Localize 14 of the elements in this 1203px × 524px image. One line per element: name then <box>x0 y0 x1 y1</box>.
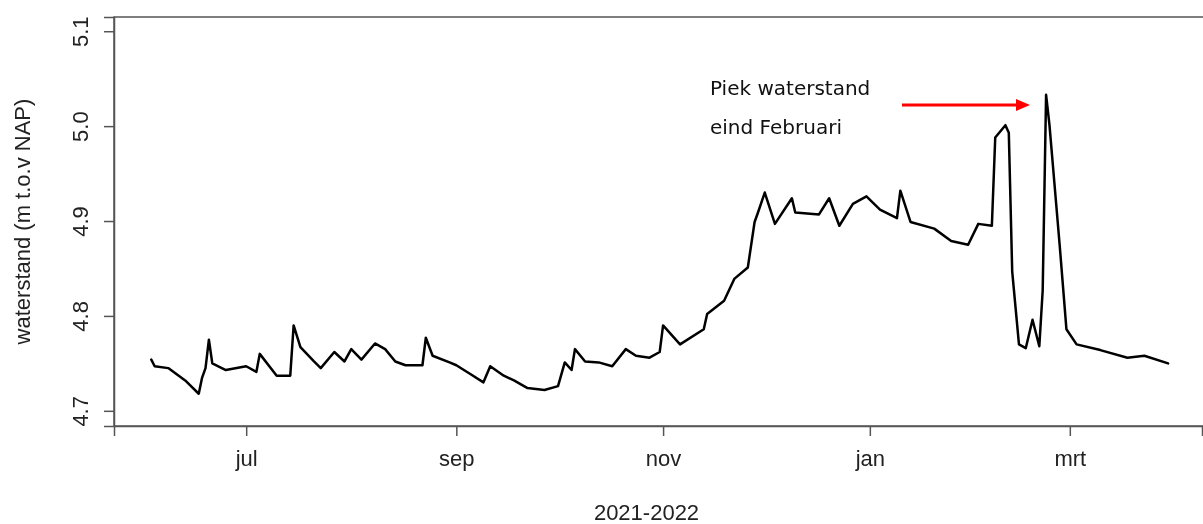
x-axis-title: 2021-2022 <box>593 500 700 524</box>
x-tick-label: jan <box>854 445 886 471</box>
y-axis-title: waterstand (m t.o.v NAP) <box>10 98 35 346</box>
y-tick-label: 4.8 <box>67 301 93 332</box>
annotation: Piek waterstand eind Februari <box>710 76 871 139</box>
x-tick-label: mrt <box>1054 445 1087 471</box>
x-tick-label: nov <box>645 445 682 471</box>
y-tick-label: 4.9 <box>67 206 93 237</box>
line-series <box>150 93 1170 395</box>
x-tick-label: sep <box>439 445 475 471</box>
y-tick-label: 5.1 <box>67 16 93 48</box>
y-tick-label: 4.7 <box>67 396 93 427</box>
x-tick-label: jul <box>234 445 258 471</box>
y-tick-label: 5.0 <box>67 111 93 142</box>
